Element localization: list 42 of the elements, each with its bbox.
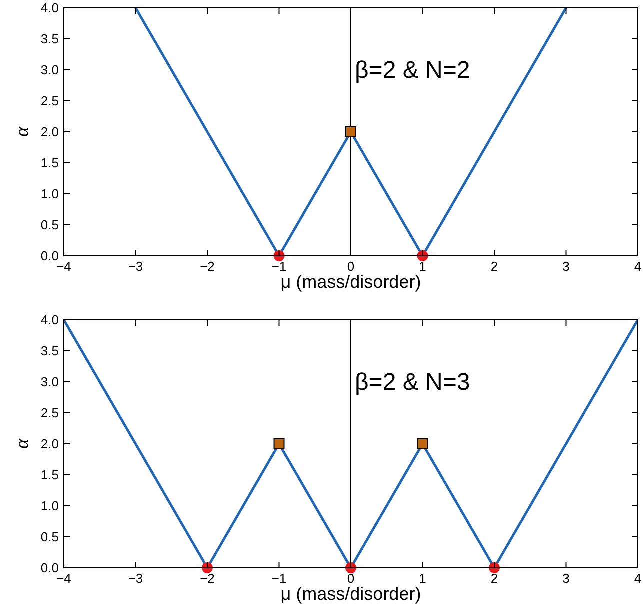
y-tick-label: 0.5: [40, 218, 59, 232]
y-tick-label: 1.0: [40, 498, 59, 514]
y-tick-label: 2.0: [40, 124, 59, 140]
x-axis-title: μ (mass/disorder): [280, 584, 422, 604]
annotation: β=2 & N=2: [355, 57, 470, 84]
y-tick-label: 4.0: [40, 0, 59, 16]
y-tick-label: 2.0: [40, 436, 59, 452]
x-tick-label: 4: [634, 259, 642, 274]
y-tick-label: 0.0: [40, 560, 59, 576]
y-tick-label: 3.0: [40, 374, 59, 390]
x-tick-label: 2: [490, 571, 498, 586]
y-axis-title: α: [12, 438, 33, 449]
x-tick-label: 1: [419, 571, 426, 586]
y-tick-label: 1.5: [40, 468, 59, 482]
y-tick-label: 0.0: [40, 248, 59, 264]
x-tick-label: 0: [347, 571, 355, 586]
y-tick-label: 1.5: [40, 156, 59, 170]
y-axis-title: α: [12, 126, 33, 137]
x-tick-label: 3: [562, 259, 570, 274]
x-tick-label: −3: [128, 259, 144, 274]
y-tick-label: 2.5: [40, 406, 59, 420]
x-axis-title: μ (mass/disorder): [280, 272, 422, 292]
x-tick-label: −1: [272, 571, 287, 586]
x-tick-label: −4: [56, 259, 72, 274]
x-tick-label: −2: [200, 259, 215, 274]
y-tick-label: 2.5: [40, 94, 59, 108]
x-tick-label: 0: [347, 259, 355, 274]
y-tick-label: 3.0: [40, 62, 59, 78]
y-tick-label: 3.5: [40, 32, 59, 46]
y-tick-label: 3.5: [40, 344, 59, 358]
y-tick-label: 4.0: [40, 312, 59, 328]
x-tick-label: 1: [419, 259, 426, 274]
x-tick-label: −2: [200, 571, 215, 586]
x-tick-label: −4: [56, 571, 72, 586]
x-tick-label: 3: [562, 571, 570, 586]
y-tick-label: 1.0: [40, 186, 59, 202]
annotation: β=2 & N=3: [355, 369, 470, 396]
x-tick-label: 2: [490, 259, 498, 274]
x-tick-label: −1: [272, 259, 287, 274]
x-tick-label: 4: [634, 571, 642, 586]
x-tick-label: −3: [128, 571, 144, 586]
y-tick-label: 0.5: [40, 530, 59, 544]
